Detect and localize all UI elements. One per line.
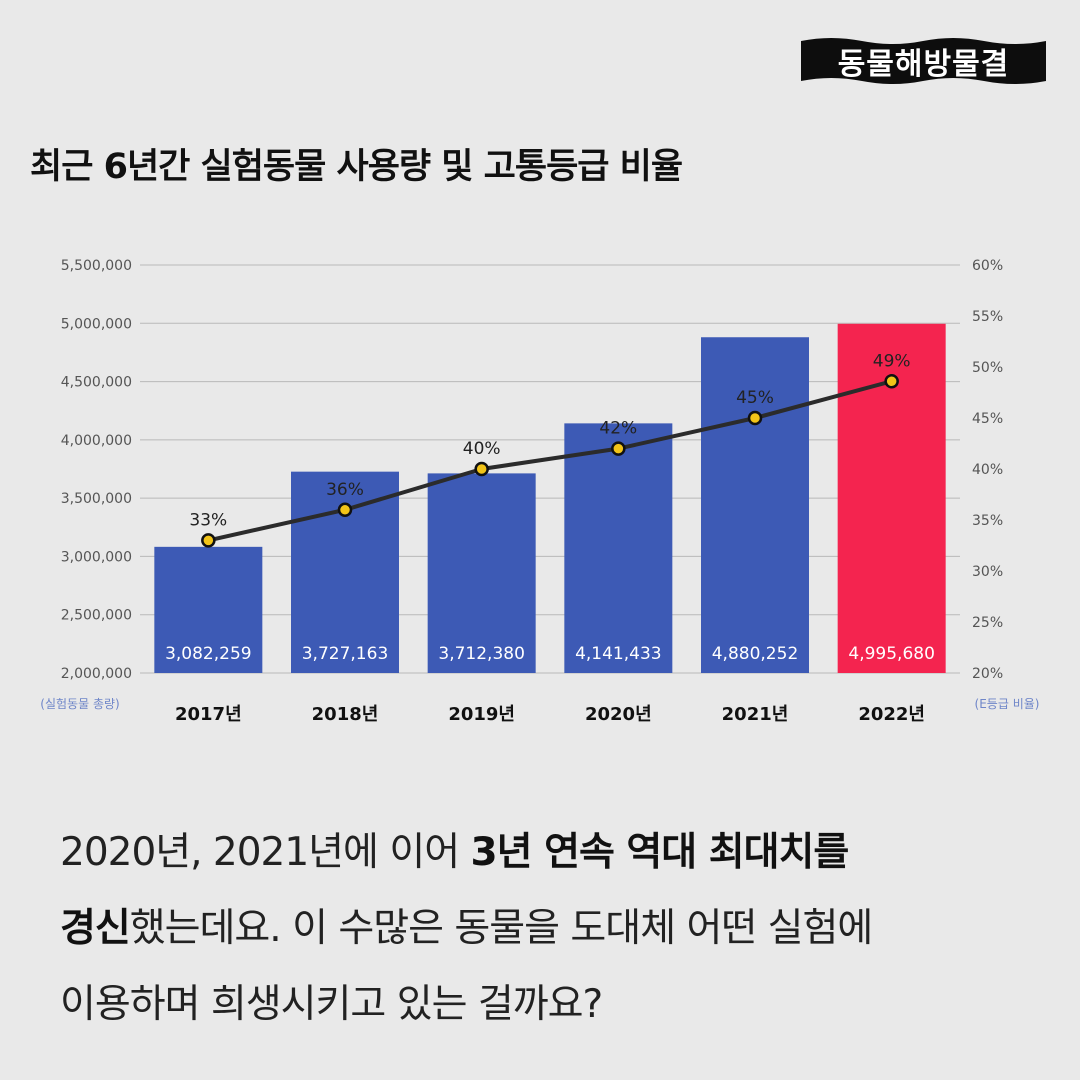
bar [701,337,809,673]
left-axis-title: (실험동물 총량) [40,697,119,711]
body-line1-normal: 2020년, 2021년에 이어 [60,830,471,875]
line-point [884,374,899,389]
left-axis-tick-label: 4,000,000 [61,433,132,449]
x-axis-category-label: 2018년 [312,704,379,725]
line-point [337,502,353,518]
bar [564,423,673,673]
series-line [207,379,893,543]
bar-value-label: 3,712,380 [438,644,525,664]
body-line1-bold: 3년 연속 역대 최대치를 [470,830,850,875]
body-text: 2020년, 2021년에 이어 3년 연속 역대 최대치를 경신했는데요. 이… [60,815,1050,1043]
right-axis-tick-label: 50% [972,360,1003,376]
left-axis-tick-label: 4,500,000 [61,375,132,391]
line-point [747,410,763,426]
right-axis-title: (E등급 비율) [975,697,1040,711]
x-axis-category-label: 2022년 [858,704,925,725]
line-point-label: 36% [326,480,364,500]
body-line2-normal: 했는데요. 이 수많은 동물을 도대체 어떤 실험에 [129,906,873,951]
line-point-label: 42% [599,419,637,439]
line-point [474,461,489,477]
body-line3-normal: 이용하며 희생시키고 있는 걸까요? [60,982,603,1027]
line-point [201,533,216,548]
bar-value-label: 4,141,433 [575,644,662,664]
left-axis-tick-label: 2,500,000 [61,608,132,624]
left-axis-tick-label: 3,000,000 [61,549,132,565]
logo-text: 동물해방물결 [837,47,1010,82]
right-axis-tick-label: 25% [972,615,1003,631]
line-point-label: 33% [189,510,227,530]
right-axis-tick-label: 20% [972,666,1003,682]
chart-title: 최근 6년간 실험동물 사용량 및 고통등급 비율 [30,147,683,187]
bar-line-chart: 2,000,000 2,500,000 3,000,000 3,500,000 4,00… [40,258,1040,725]
x-axis-category-label: 2019년 [448,704,515,725]
logo: 동물해방물결 [801,35,1046,87]
x-axis-category-label: 2020년 [585,704,652,725]
right-axis-tick-label: 55% [972,309,1003,325]
bar-value-label: 4,995,680 [848,644,935,664]
body-line2-bold: 경신 [60,906,131,951]
bar [291,471,399,673]
line-point-label: 45% [736,388,774,408]
x-axis-category-label: 2017년 [175,704,242,725]
logo-wave-background [801,38,1046,84]
line-point [611,441,626,456]
left-axis-tick-label: 2,000,000 [61,666,132,682]
right-axis-tick-label: 60% [972,258,1003,274]
right-axis-tick-label: 40% [972,462,1003,478]
bar-value-label: 4,880,252 [712,644,799,664]
left-axis-tick-label: 5,500,000 [61,258,132,274]
bar [427,473,536,673]
bar-value-label: 3,082,259 [165,644,252,664]
line-point-label: 40% [463,439,501,459]
x-axis-category-label: 2021년 [722,704,789,725]
bar [154,546,263,673]
right-axis-tick-label: 35% [972,513,1003,529]
bar-value-label: 3,727,163 [302,644,389,664]
left-axis-tick-label: 3,500,000 [61,491,132,507]
left-axis-tick-label: 5,000,000 [61,316,132,332]
right-axis-tick-label: 45% [972,411,1003,427]
right-axis-tick-label: 30% [972,564,1003,580]
line-point-label: 49% [873,351,911,371]
